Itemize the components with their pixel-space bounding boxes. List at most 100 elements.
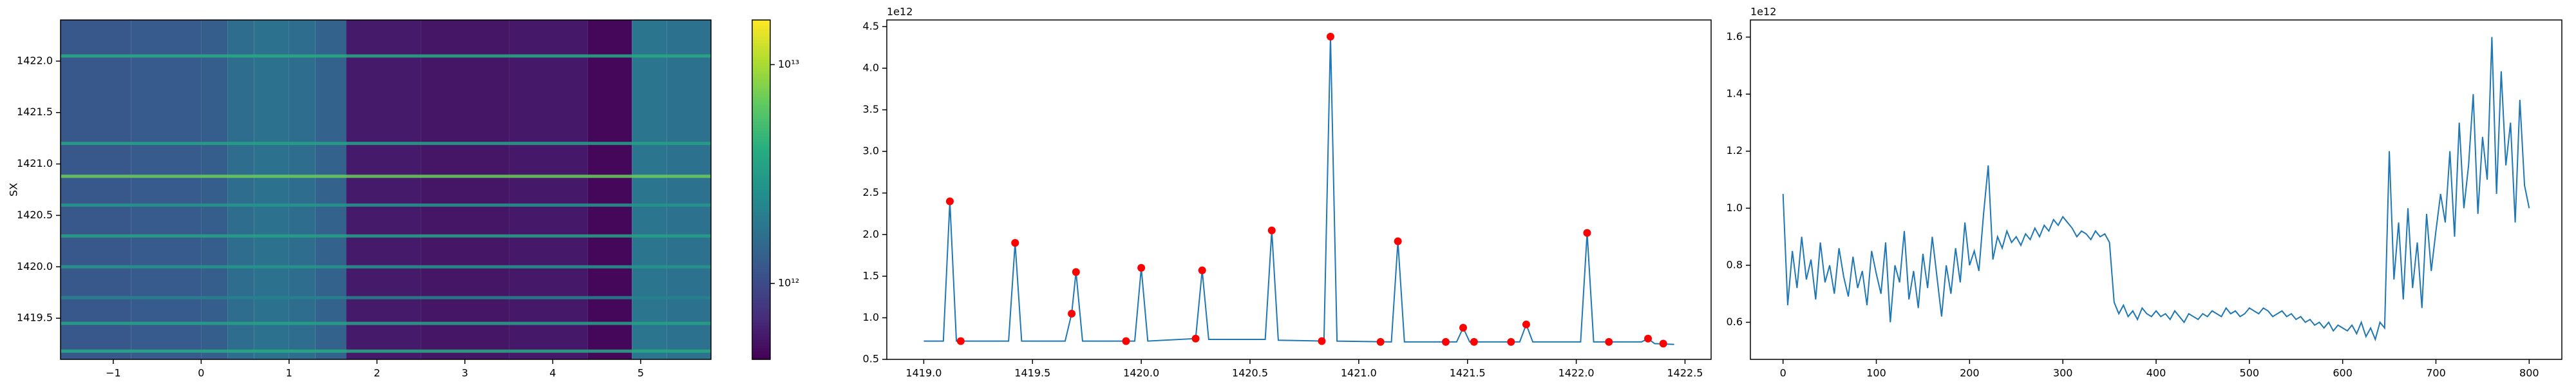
data-point (1441, 337, 1450, 346)
y-tick-label: 1.0 (863, 311, 879, 323)
x-tick-label: 100 (1866, 367, 1886, 379)
x-tick-label: 200 (1960, 367, 1980, 379)
colorbar-step (752, 57, 770, 61)
x-tick-label: 1419.5 (1014, 367, 1050, 379)
colorbar-step (752, 289, 770, 292)
colorbar-step (752, 73, 770, 77)
colorbar-step (752, 195, 770, 199)
colorbar-step (752, 99, 770, 102)
colorbar-step (752, 246, 770, 250)
colorbar-step (752, 82, 770, 86)
colorbar-step (752, 45, 770, 49)
colorbar-step (752, 23, 770, 26)
x-tick-label: 800 (2519, 367, 2539, 379)
colorbar-step (752, 62, 770, 66)
colorbar-step (752, 206, 770, 210)
colorbar-step (752, 113, 770, 117)
colorbar-step (752, 164, 770, 167)
colorbar-step (752, 51, 770, 55)
colorbar-step (752, 136, 770, 140)
data-line (923, 36, 1674, 345)
data-point (1191, 334, 1200, 343)
colorbar-step (752, 127, 770, 131)
colorbar-step (752, 161, 770, 165)
heatmap-row-line (61, 265, 711, 269)
y-tick-label: 4.0 (863, 61, 879, 73)
heatmap-cell (346, 20, 421, 359)
colorbar-step (752, 37, 770, 41)
colorbar-step (752, 294, 770, 298)
data-point (1583, 229, 1591, 237)
data-point (1522, 320, 1530, 328)
x-tick-label: 1421.0 (1341, 367, 1377, 379)
heatmap-row-line (61, 175, 711, 178)
data-point (1318, 337, 1326, 345)
data-point (1507, 337, 1515, 346)
heatmap-cell (61, 20, 131, 359)
colorbar-step (752, 184, 770, 187)
colorbar-step (752, 243, 770, 247)
heatmap-cell (421, 20, 509, 359)
axes-frame (886, 19, 1712, 360)
colorbar-step (752, 252, 770, 256)
colorbar-step (752, 220, 770, 224)
data-point (945, 197, 954, 205)
colorbar-step (752, 141, 770, 145)
colorbar-step (752, 59, 770, 63)
x-tick-label: 1421.5 (1450, 367, 1486, 379)
colorbar-step (752, 356, 770, 360)
heatmap-cell (131, 20, 202, 359)
colorbar-step (752, 181, 770, 185)
x-tick-label: 300 (2053, 367, 2073, 379)
y-tick-label: 1421.5 (17, 106, 53, 118)
colorbar-step (752, 133, 770, 137)
x-tick-label: 4 (549, 367, 556, 379)
data-line (1782, 37, 2530, 342)
colorbar-step (752, 150, 770, 154)
colorbar-step (752, 232, 770, 236)
colorbar-step (752, 226, 770, 230)
colorbar-step (752, 334, 770, 337)
y-tick-label: 1420.5 (17, 209, 53, 221)
colorbar-step (752, 153, 770, 157)
y-tick-label: 2.5 (863, 186, 879, 198)
colorbar-step (752, 43, 770, 46)
colorbar-step (752, 345, 770, 349)
colorbar-step (752, 336, 770, 340)
data-point (1198, 266, 1206, 274)
data-point (1122, 337, 1130, 345)
colorbar-step (752, 192, 770, 196)
colorbar-step (752, 212, 770, 216)
colorbar-step (752, 328, 770, 332)
colorbar-step (752, 218, 770, 222)
data-point (1605, 337, 1613, 346)
heatmap-cell (667, 20, 711, 359)
axes-frame (60, 19, 712, 360)
colorbar-step (752, 119, 770, 122)
colorbar-step (752, 28, 770, 32)
colorbar-step (752, 249, 770, 252)
x-tick-label: 700 (2426, 367, 2446, 379)
x-tick-label: 2 (374, 367, 380, 379)
heatmap-cell (587, 20, 632, 359)
heatmap-row-line (61, 349, 711, 353)
colorbar-step (752, 305, 770, 309)
colorbar-step (752, 90, 770, 94)
colorbar-step (752, 322, 770, 326)
colorbar-step (752, 124, 770, 128)
data-point (1376, 337, 1385, 346)
colorbar-step (752, 209, 770, 213)
data-point (1459, 323, 1467, 332)
data-point (1394, 237, 1402, 245)
heatmap-cell (254, 20, 289, 359)
colorbar-step (752, 254, 770, 258)
colorbar-step (752, 147, 770, 151)
colorbar-step (752, 325, 770, 329)
colorbar-step (752, 25, 770, 29)
colorbar-step (752, 297, 770, 301)
y-tick-label: 2.0 (863, 228, 879, 240)
data-point (1137, 263, 1146, 272)
colorbar-step (752, 39, 770, 43)
colorbar-step (752, 201, 770, 205)
